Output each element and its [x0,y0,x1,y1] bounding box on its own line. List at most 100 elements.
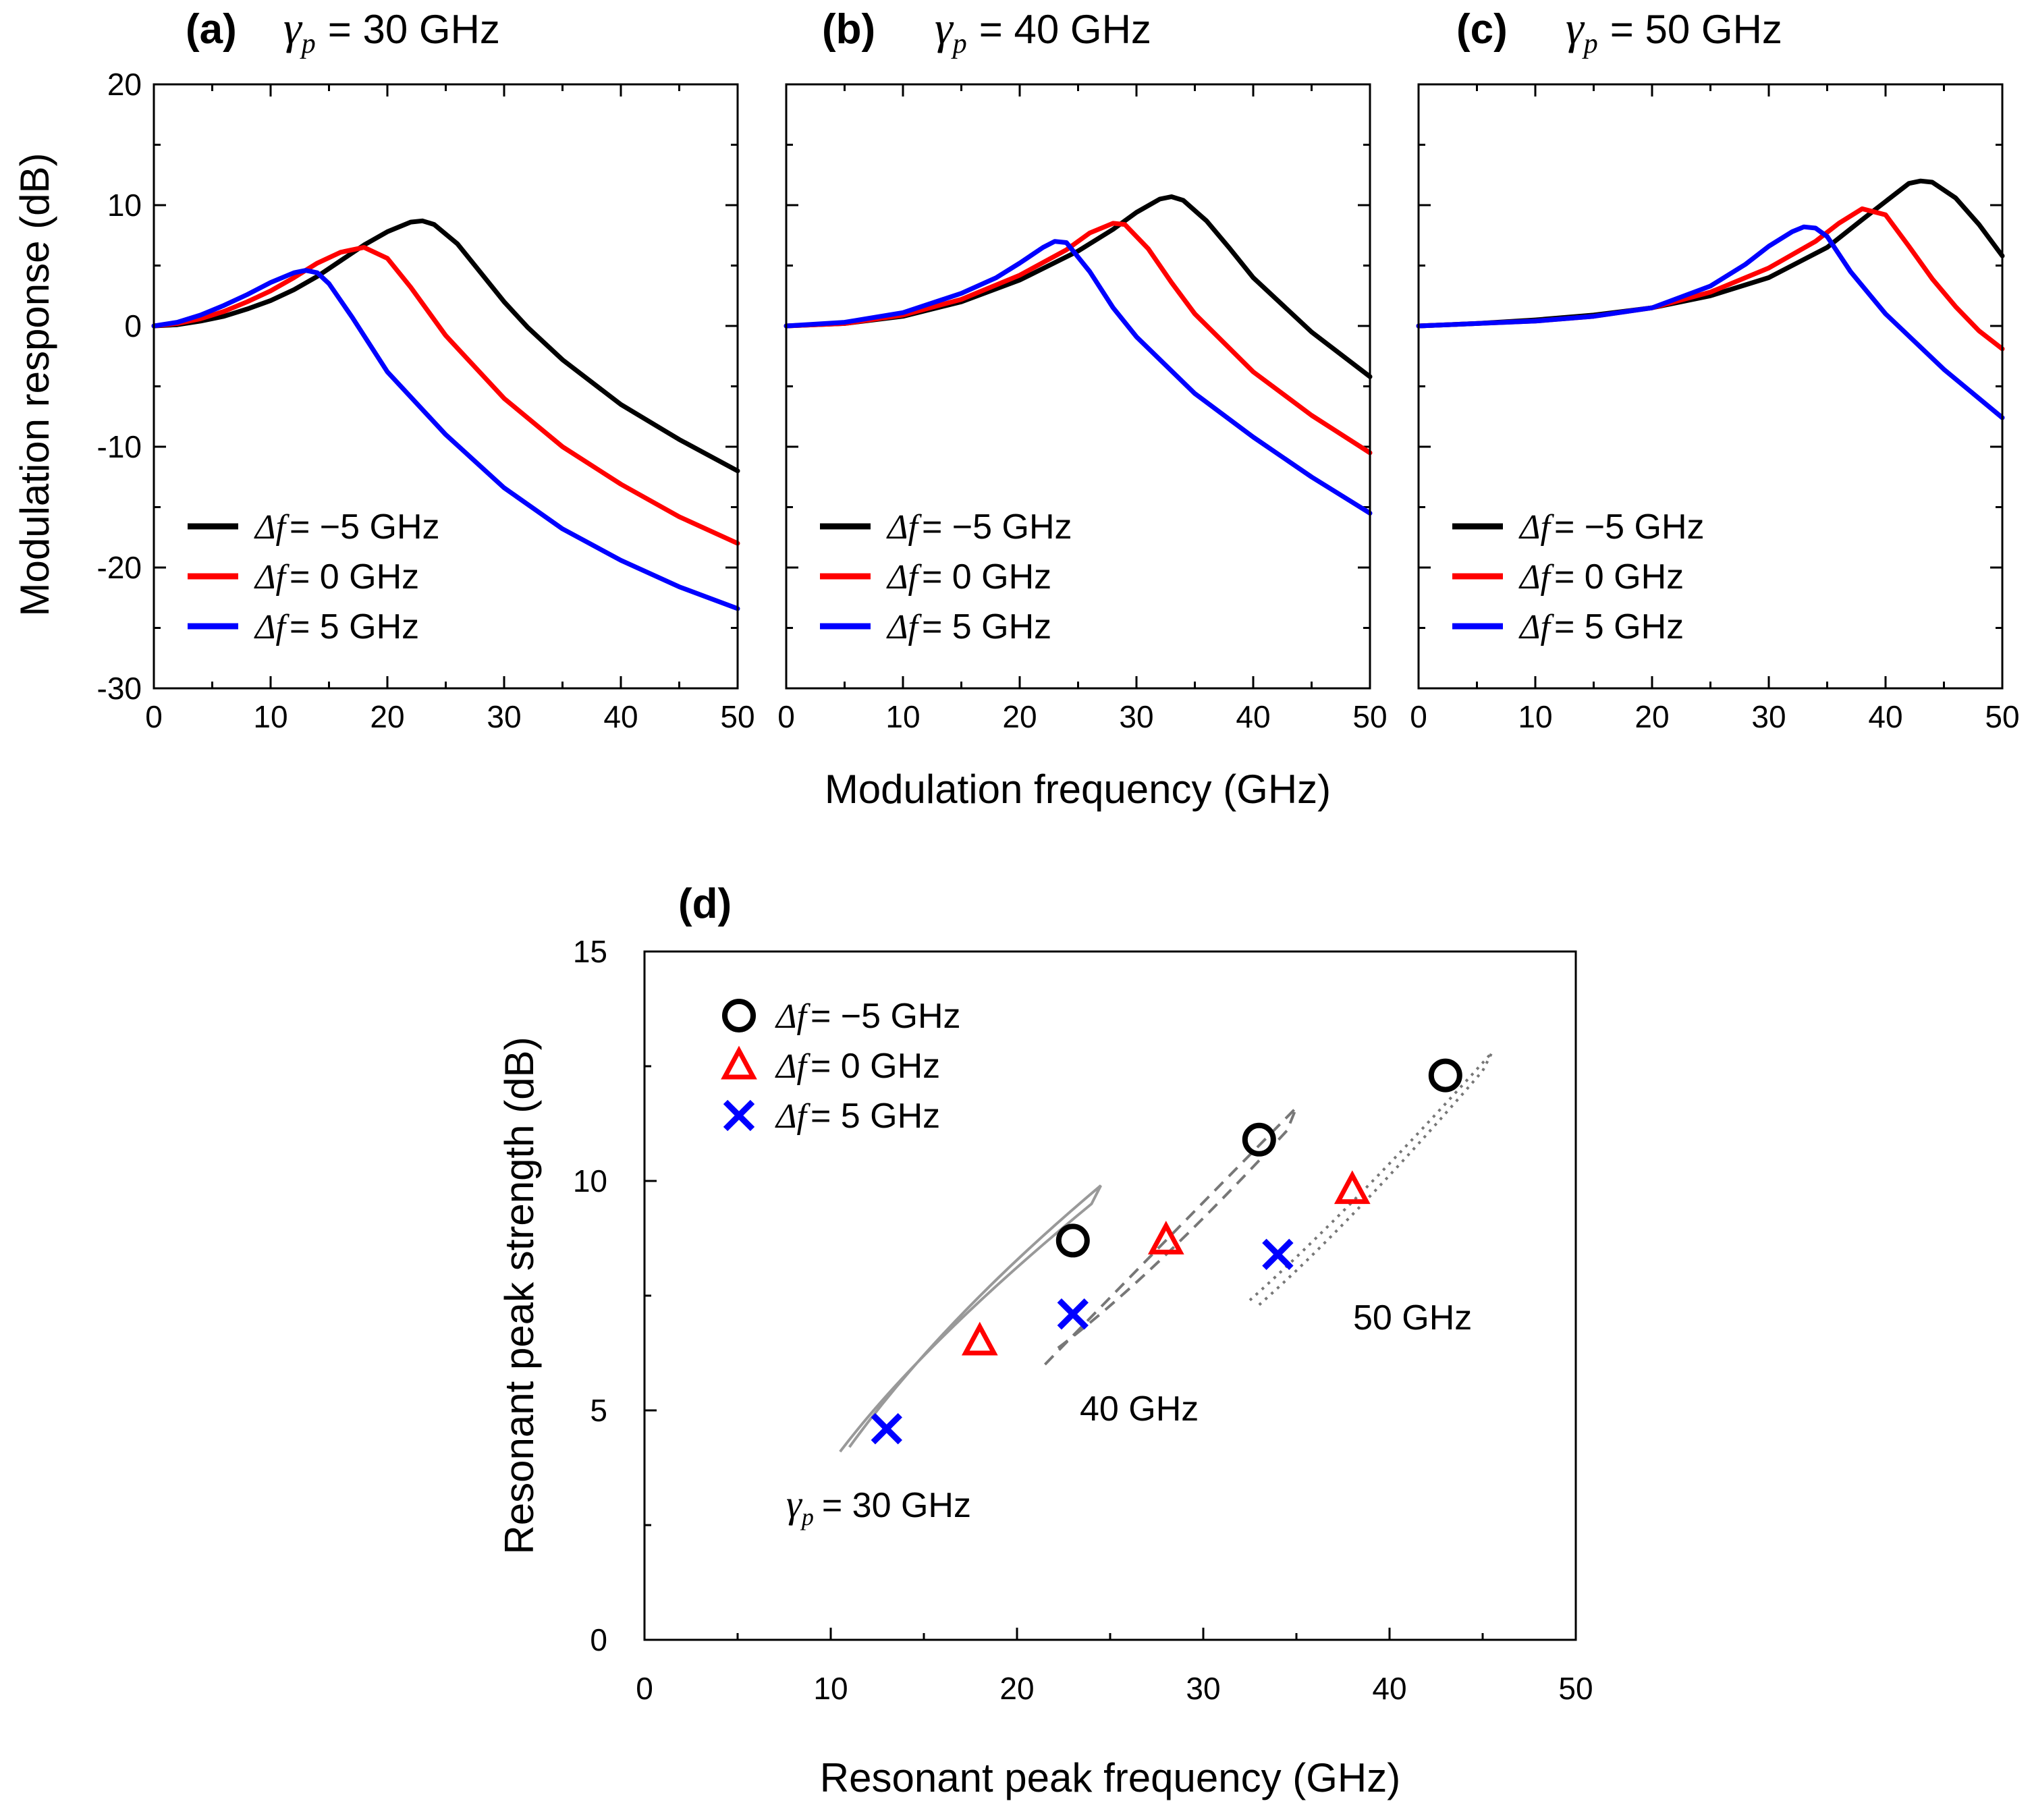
group-label-subscript: p [800,1504,814,1531]
group-label-text: 40 GHz [1080,1389,1199,1429]
legend-label-1: Δf = 0 GHz [1518,557,1684,597]
legend-delta-symbol: Δf [886,508,923,547]
x-tick-label: 20 [1635,699,1669,734]
legend-marker-2-stroke-2 [723,1099,755,1132]
legend-marker-0 [722,999,756,1032]
point-circle-2 [1428,1058,1462,1093]
group-label-text: 50 GHz [1353,1298,1472,1338]
legend-marker-2 [723,1099,755,1132]
top-row-y-axis-title: Modulation response (dB) [12,153,57,616]
series-line-0 [784,194,1373,379]
legend-delta-symbol: Δf [775,1097,811,1136]
panel-d-tag: (d) [678,881,732,927]
x-tick-label: 50 [720,699,754,734]
x-tick-label: 50 [1352,699,1387,734]
panel-b-plot-frame [785,83,1371,690]
x-tick-label: 50 [1558,1671,1593,1706]
legend-delta-symbol: Δf [254,558,290,597]
series-line-2 [784,239,1373,516]
x-tick-label: 40 [1868,699,1902,734]
x-tick-label: 20 [370,699,404,734]
group-label-symbol: γ [786,1482,803,1526]
panel-c-title: γp = 50 GHz [1566,2,1782,59]
x-tick-label: 10 [885,699,920,734]
x-tick-label: 30 [1186,1671,1220,1706]
group-label-g30: γp = 30 GHz [786,1482,971,1531]
x-tick-label: 0 [1410,699,1427,734]
y-tick-label: -10 [97,429,142,464]
panel-b-title-subscript: p [951,28,967,59]
panel-b-tag: (b) [822,6,875,53]
panel-a-title-subscript: p [300,28,316,59]
point-circle-1 [1242,1122,1276,1157]
panel-d-y-axis-title: Resonant peak strength (dB) [497,1037,542,1554]
series-line-1 [1416,206,2005,352]
legend-label-1: Δf = 0 GHz [886,557,1051,597]
group-label-g50: 50 GHz [1353,1298,1472,1338]
legend-value: = 5 GHz [922,607,1051,646]
legend-label-2: Δf = 5 GHz [254,607,419,646]
legend-value: = −5 GHz [290,507,440,547]
legend-label-1: Δf = 0 GHz [775,1047,940,1086]
series-line-2 [151,268,740,611]
panel-d: (d) 0 10 20 30 40 50 0 5 10 15 γp = 30 GHz 40 GHz 50… [497,881,1593,1800]
panel-b-title-symbol: γ [935,2,954,53]
y-tick-label: 0 [590,1622,607,1657]
panel-a-ticks: 0 10 20 30 40 50 -30 -20 -10 0 10 20 [97,67,755,734]
legend-delta-symbol: Δf [1518,508,1555,547]
point-circle-0 [1055,1223,1090,1258]
legend-label-2: Δf = 5 GHz [886,607,1051,646]
point-x-2 [1262,1238,1294,1270]
panel-b-title-value: = 40 GHz [979,7,1151,52]
x-tick-label: 10 [253,699,287,734]
legend-delta-symbol: Δf [1518,558,1555,597]
legend-value: = 0 GHz [811,1047,940,1086]
y-tick-label: 5 [590,1393,607,1428]
panel-a-title-value: = 30 GHz [328,7,500,52]
legend-label-2: Δf = 5 GHz [775,1097,940,1136]
panel-b-title: γp = 40 GHz [935,2,1151,59]
y-tick-label: 0 [124,308,142,343]
legend-value: = 5 GHz [290,607,419,646]
legend-delta-symbol: Δf [886,558,923,597]
panel-c-series [1416,178,2005,420]
legend-delta-symbol: Δf [775,1047,811,1086]
panel-b-series [784,194,1373,516]
legend-delta-symbol: Δf [775,997,811,1036]
point-triangle-2 [1334,1170,1371,1205]
panel-c-title-value: = 50 GHz [1610,7,1782,52]
panel-d-points [871,1058,1462,1445]
panel-a-series [151,218,740,611]
panel-d-ticks: 0 10 20 30 40 50 0 5 10 15 [573,934,1593,1706]
legend-label-0: Δf = −5 GHz [254,507,440,547]
legend-label-0: Δf = −5 GHz [775,997,961,1036]
legend-delta-symbol: Δf [254,608,290,646]
legend-delta-symbol: Δf [254,508,290,547]
series-line-1 [784,221,1373,456]
legend-value: = −5 GHz [922,507,1072,547]
legend-label-0: Δf = −5 GHz [1518,507,1705,547]
x-tick-label: 0 [145,699,163,734]
panel-d-group-annotations: γp = 30 GHz 40 GHz 50 GHz [786,1051,1493,1531]
x-tick-label: 30 [1119,699,1153,734]
panel-a-title-symbol: γ [283,2,303,53]
group-label-text: = 30 GHz [822,1486,971,1525]
legend-value: = 5 GHz [811,1097,940,1136]
legend-label-0: Δf = −5 GHz [886,507,1072,547]
group-outline-g30 [839,1184,1102,1453]
x-tick-label: 30 [487,699,521,734]
x-tick-label: 40 [1372,1671,1406,1706]
legend-value: = −5 GHz [811,997,961,1036]
group-outline-g50 [1248,1051,1493,1306]
group-outline-g40 [1043,1106,1298,1366]
panel-c-tag: (c) [1456,6,1508,53]
series-line-0 [151,218,740,474]
legend-marker-1 [721,1045,757,1080]
panel-c-plot-frame [1417,83,2004,690]
panel-b-ticks: 0 10 20 30 40 50 [777,83,1388,734]
legend-value: = 5 GHz [1554,607,1684,646]
